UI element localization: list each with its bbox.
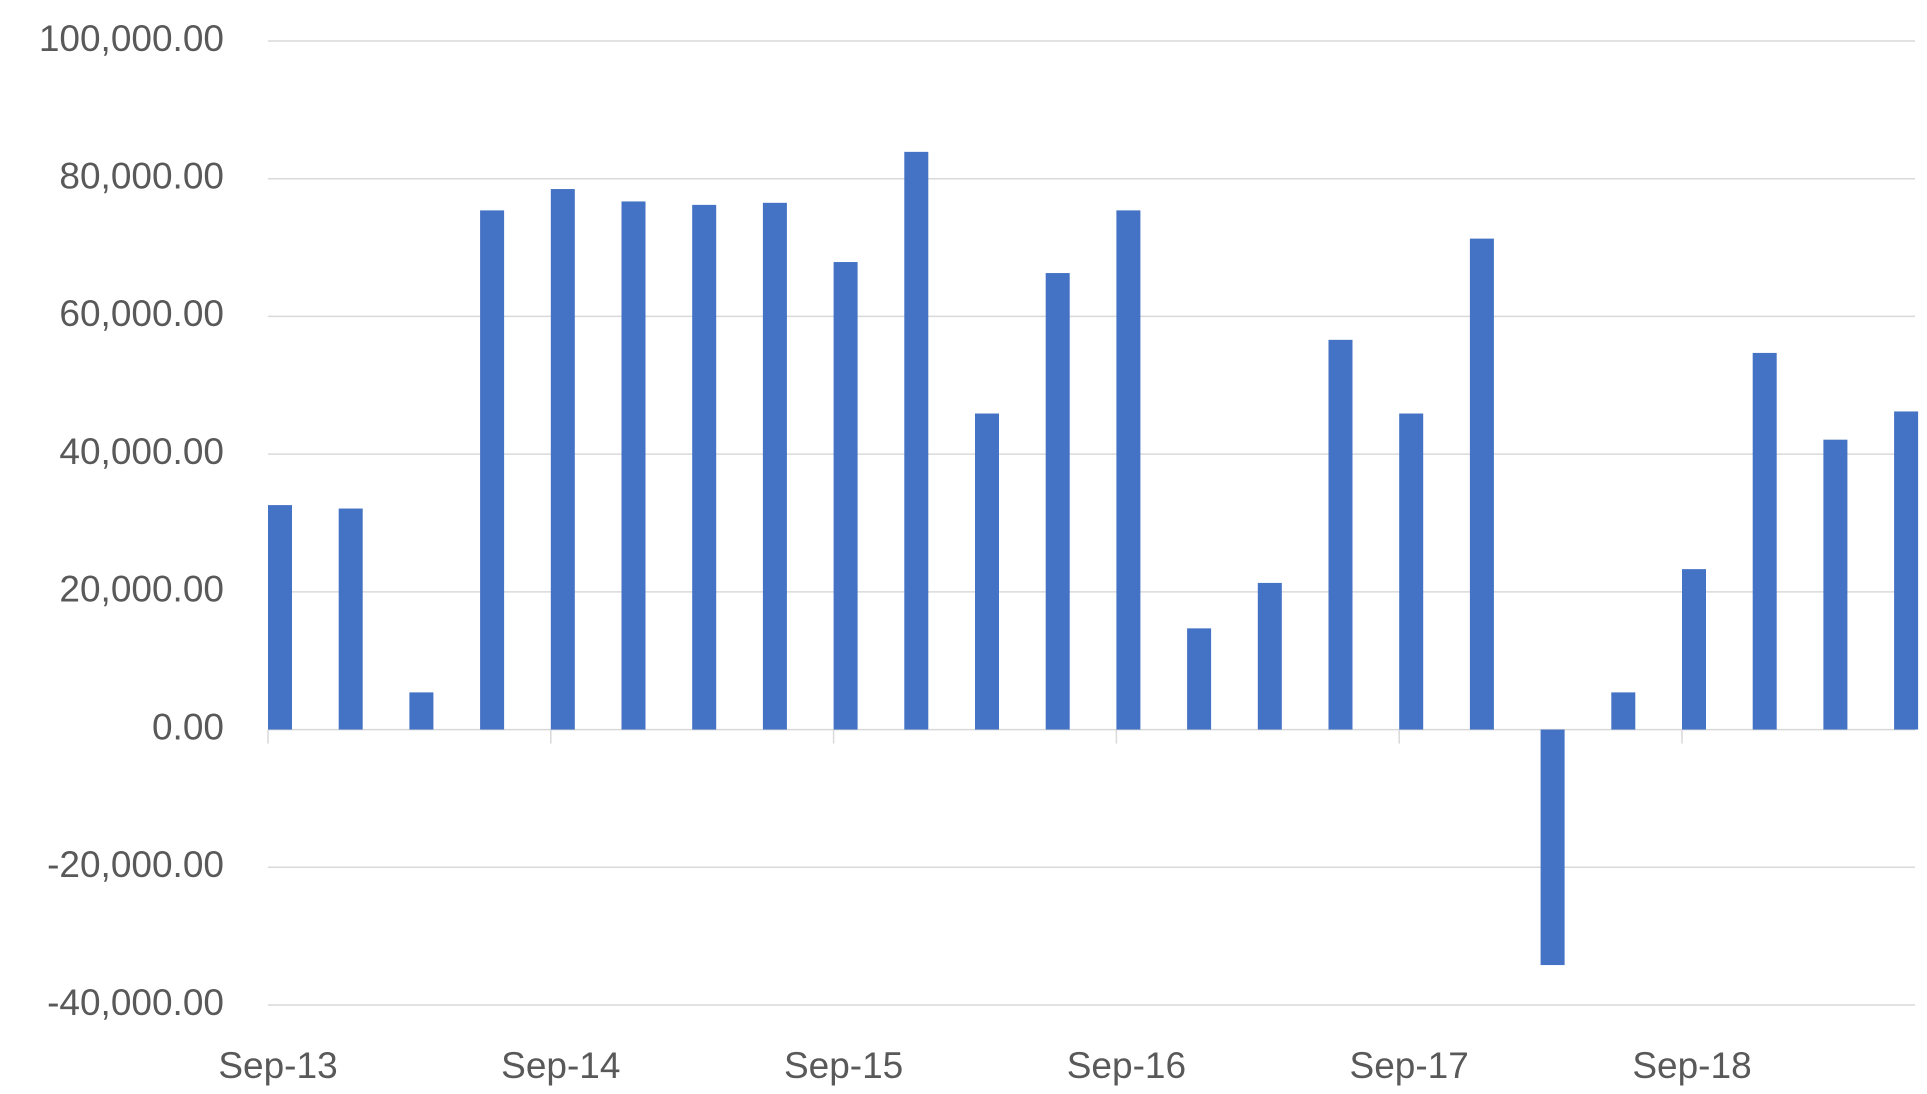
bar [1752,352,1777,730]
y-tick-label: 60,000.00 [59,293,224,334]
bar [409,692,434,730]
bar [1682,569,1706,730]
bar [762,202,787,730]
y-tick-label: 20,000.00 [59,569,224,610]
y-tick-label: 40,000.00 [59,431,224,472]
x-tick-label: Sep-17 [1350,1045,1469,1086]
bar [338,508,363,730]
bar [1469,238,1494,730]
y-tick-label: -20,000.00 [47,844,224,885]
bar [904,151,929,730]
x-tick-label: Sep-14 [501,1045,620,1086]
bar [692,204,717,730]
y-tick-label: 100,000.00 [39,18,224,59]
y-tick-label: -40,000.00 [47,982,224,1023]
bar [975,413,999,730]
bar [1399,413,1424,730]
y-tick-label: 80,000.00 [59,155,224,196]
bar [1823,439,1848,730]
x-tick-label: Sep-18 [1632,1045,1751,1086]
bar [550,189,575,730]
bar [833,262,858,730]
bar [268,505,292,730]
bar [621,201,646,730]
x-tick-label: Sep-13 [218,1045,337,1086]
bar [1045,273,1070,730]
bar [1187,628,1212,730]
bar [480,210,505,730]
bar [1611,692,1636,730]
bar [1116,210,1141,730]
bar [1328,339,1353,730]
x-tick-label: Sep-16 [1067,1045,1186,1086]
bar [1257,582,1282,730]
bar [1540,729,1565,966]
y-tick-label: 0.00 [152,706,224,747]
x-tick-label: Sep-15 [784,1045,903,1086]
bar [1894,411,1919,730]
